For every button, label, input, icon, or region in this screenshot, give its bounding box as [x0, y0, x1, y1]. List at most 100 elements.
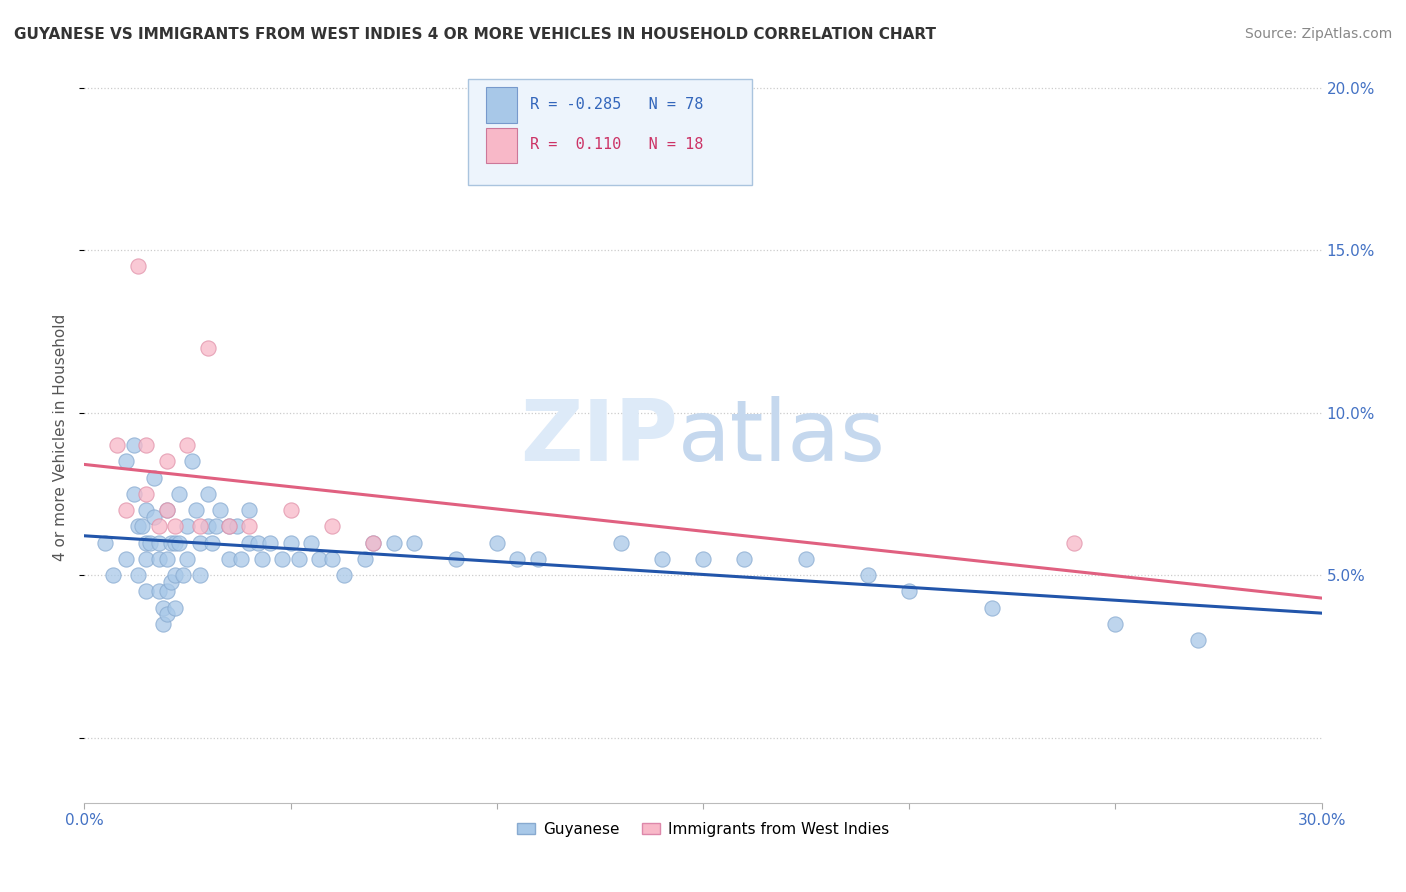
Point: [238, 519, 260, 533]
Point: [114, 454, 136, 468]
Point: [105, 438, 128, 452]
Point: [197, 341, 219, 355]
Point: [172, 568, 194, 582]
Point: [122, 438, 145, 452]
Point: [609, 535, 631, 549]
Point: [176, 552, 198, 566]
Point: [160, 535, 183, 549]
Point: [226, 519, 249, 533]
Point: [148, 584, 170, 599]
Point: [176, 438, 198, 452]
Point: [135, 535, 157, 549]
Point: [135, 438, 157, 452]
Text: Source: ZipAtlas.com: Source: ZipAtlas.com: [1244, 27, 1392, 41]
Point: [131, 519, 153, 533]
Point: [288, 552, 311, 566]
FancyBboxPatch shape: [468, 78, 752, 185]
Point: [156, 607, 179, 622]
Point: [184, 503, 207, 517]
Point: [238, 503, 260, 517]
Point: [165, 535, 187, 549]
Text: R = -0.285   N = 78: R = -0.285 N = 78: [530, 96, 703, 112]
Point: [148, 552, 170, 566]
FancyBboxPatch shape: [486, 128, 517, 163]
Text: GUYANESE VS IMMIGRANTS FROM WEST INDIES 4 OR MORE VEHICLES IN HOUSEHOLD CORRELAT: GUYANESE VS IMMIGRANTS FROM WEST INDIES …: [14, 27, 936, 42]
Point: [321, 552, 343, 566]
Point: [361, 535, 384, 549]
Point: [361, 535, 384, 549]
Point: [1063, 535, 1085, 549]
Point: [188, 535, 211, 549]
Point: [135, 487, 157, 501]
Point: [218, 519, 240, 533]
Point: [259, 535, 281, 549]
Text: R =  0.110   N = 18: R = 0.110 N = 18: [530, 137, 703, 152]
Point: [201, 535, 224, 549]
Point: [280, 535, 302, 549]
Point: [485, 535, 508, 549]
Point: [114, 552, 136, 566]
Point: [898, 584, 921, 599]
Point: [165, 519, 187, 533]
Point: [94, 535, 117, 549]
Point: [980, 600, 1002, 615]
Point: [238, 535, 260, 549]
Point: [1104, 617, 1126, 632]
Point: [167, 535, 190, 549]
Point: [122, 487, 145, 501]
Point: [444, 552, 467, 566]
Point: [527, 552, 550, 566]
Text: atlas: atlas: [678, 395, 886, 479]
Point: [160, 574, 183, 589]
Point: [165, 568, 187, 582]
Point: [114, 503, 136, 517]
Point: [246, 535, 269, 549]
Point: [156, 503, 179, 517]
Point: [148, 535, 170, 549]
Point: [308, 552, 330, 566]
Point: [229, 552, 252, 566]
Point: [250, 552, 273, 566]
Text: ZIP: ZIP: [520, 395, 678, 479]
Point: [135, 503, 157, 517]
Point: [321, 519, 343, 533]
Point: [218, 552, 240, 566]
Legend: Guyanese, Immigrants from West Indies: Guyanese, Immigrants from West Indies: [510, 815, 896, 843]
FancyBboxPatch shape: [486, 87, 517, 122]
Point: [143, 509, 166, 524]
Point: [167, 487, 190, 501]
Point: [733, 552, 755, 566]
Point: [794, 552, 817, 566]
Point: [651, 552, 673, 566]
Point: [188, 519, 211, 533]
Point: [333, 568, 356, 582]
Point: [127, 519, 149, 533]
Point: [180, 454, 202, 468]
Point: [218, 519, 240, 533]
Y-axis label: 4 or more Vehicles in Household: 4 or more Vehicles in Household: [53, 313, 69, 561]
Point: [188, 568, 211, 582]
Point: [156, 584, 179, 599]
Point: [856, 568, 879, 582]
Point: [506, 552, 529, 566]
Point: [692, 552, 714, 566]
Point: [103, 568, 125, 582]
Point: [152, 617, 174, 632]
Point: [143, 471, 166, 485]
Point: [127, 568, 149, 582]
Point: [197, 487, 219, 501]
Point: [209, 503, 232, 517]
Point: [148, 519, 170, 533]
Point: [271, 552, 294, 566]
Point: [165, 600, 187, 615]
Point: [139, 535, 162, 549]
Point: [404, 535, 426, 549]
Point: [280, 503, 302, 517]
Point: [152, 600, 174, 615]
Point: [1187, 633, 1209, 648]
Point: [127, 260, 149, 274]
Point: [205, 519, 228, 533]
Point: [176, 519, 198, 533]
Point: [156, 552, 179, 566]
Point: [299, 535, 322, 549]
